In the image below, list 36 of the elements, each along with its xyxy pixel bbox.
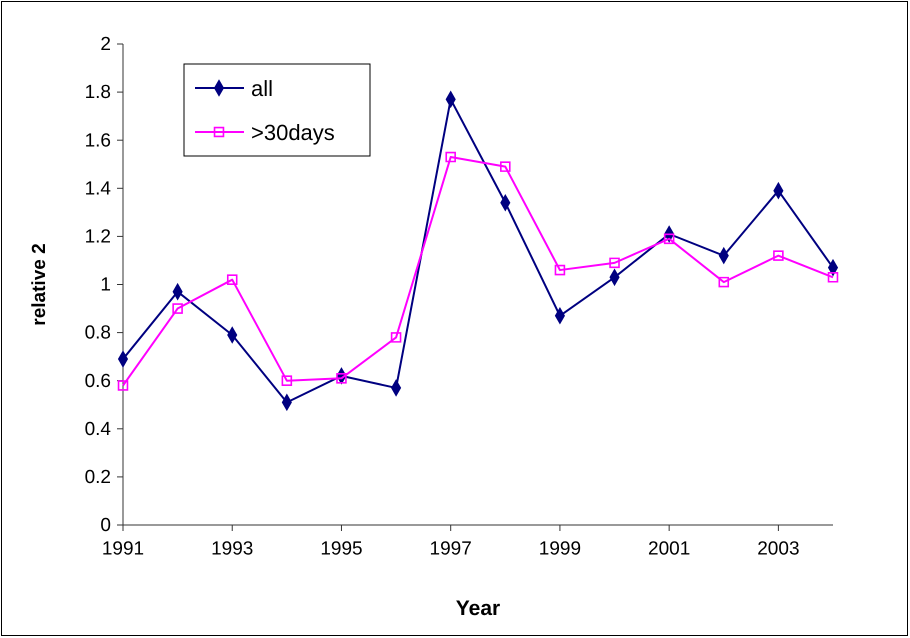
x-tick-label: 1991 (102, 538, 144, 560)
x-tick-label: 1995 (320, 538, 363, 560)
y-tick-label: 1.8 (84, 82, 111, 104)
point (118, 380, 128, 391)
x-tick-label: 1999 (538, 538, 582, 560)
point (554, 264, 566, 276)
point (500, 161, 511, 172)
point (226, 274, 238, 285)
x-tick-label: 1997 (430, 538, 472, 560)
x-axis-title: Year (456, 597, 500, 620)
y-tick-label: 1.6 (84, 130, 111, 152)
y-tick-label: 2 (100, 34, 111, 56)
point (773, 250, 784, 261)
point (445, 152, 456, 162)
point (336, 373, 347, 384)
y-tick-label: 1.2 (84, 226, 111, 248)
point (718, 276, 730, 288)
point (282, 375, 292, 386)
y-tick-label: 1 (100, 274, 111, 296)
y-tick-label: 0.8 (84, 322, 111, 344)
point (664, 234, 674, 244)
point (828, 272, 838, 283)
y-tick-label: 1.4 (84, 178, 112, 200)
y-tick-label: 0 (100, 515, 111, 536)
y-tick-label: 0.4 (84, 418, 112, 440)
legend-label: >30days (251, 120, 335, 145)
y-tick-label: 0.2 (84, 466, 111, 488)
legend-label: all (251, 76, 274, 101)
point (172, 303, 183, 314)
y-axis-title: relative 2 (29, 243, 50, 326)
point (390, 332, 402, 343)
x-tick-label: 2001 (648, 538, 690, 560)
y-tick-label: 0.6 (84, 370, 111, 392)
point (609, 258, 620, 268)
x-tick-label: 2003 (757, 538, 800, 560)
x-tick-label: 1993 (211, 538, 254, 560)
